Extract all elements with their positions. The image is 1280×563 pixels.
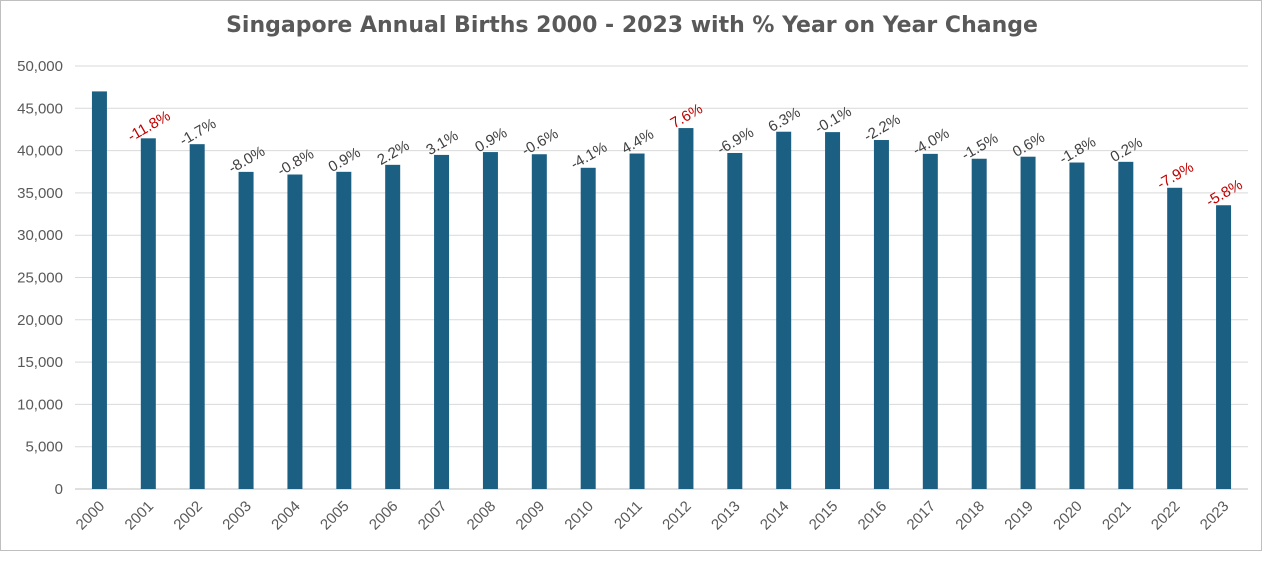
bar-2022 <box>1167 187 1183 490</box>
chart-plot: 0 5,000 10,000 15,000 20,000 25,000 30,000 35,0… <box>17 58 1248 534</box>
x-tick-label: 2018 <box>952 498 988 534</box>
bar-2018 <box>971 158 987 490</box>
bars <box>91 91 1232 490</box>
bar-2011 <box>629 153 645 489</box>
bar-2021 <box>1118 161 1134 489</box>
x-tick-label: 2004 <box>268 498 304 534</box>
bar-2003 <box>238 171 254 490</box>
bar-2009 <box>531 154 547 489</box>
bar-2005 <box>336 171 352 489</box>
x-tick-label: 2023 <box>1197 498 1233 534</box>
y-axis-ticks: 0 5,000 10,000 15,000 20,000 25,000 30,000 35,0… <box>17 58 63 498</box>
y-tick-label: 20,000 <box>17 312 63 329</box>
x-tick-label: 2013 <box>708 498 744 534</box>
x-tick-label: 2000 <box>73 498 109 534</box>
x-tick-label: 2021 <box>1099 498 1135 534</box>
bar-2006 <box>385 164 401 489</box>
bar-2014 <box>776 131 792 489</box>
bar-2010 <box>580 167 596 489</box>
data-label-2021: 0.2% <box>1108 134 1146 166</box>
x-tick-label: 2010 <box>561 498 597 534</box>
data-label-2011: 4.4% <box>619 126 657 158</box>
bar-2008 <box>482 152 498 490</box>
data-label-2019: 0.6% <box>1010 129 1048 161</box>
chart-frame: Singapore Annual Births 2000 - 2023 with… <box>0 0 1262 551</box>
bar-2016 <box>873 140 889 489</box>
x-tick-label: 2006 <box>366 498 402 534</box>
bar-2017 <box>922 153 938 489</box>
y-tick-label: 35,000 <box>17 185 63 202</box>
bar-2015 <box>825 132 841 489</box>
y-tick-label: 25,000 <box>17 270 63 287</box>
x-tick-label: 2007 <box>415 498 451 534</box>
y-tick-label: 0 <box>55 481 63 498</box>
x-tick-label: 2016 <box>855 498 891 534</box>
x-tick-label: 2003 <box>219 498 255 534</box>
x-tick-label: 2019 <box>1001 498 1037 534</box>
x-tick-label: 2017 <box>904 498 940 534</box>
bar-2001 <box>140 138 156 490</box>
bar-2020 <box>1069 162 1085 489</box>
x-tick-label: 2005 <box>317 498 353 534</box>
data-label-2005: 0.9% <box>326 144 364 176</box>
bar-2004 <box>287 174 303 489</box>
y-tick-label: 5,000 <box>25 439 63 456</box>
data-label-2006: 2.2% <box>374 137 412 169</box>
x-tick-label: 2015 <box>806 498 842 534</box>
gridlines <box>75 65 1248 490</box>
x-tick-label: 2011 <box>611 498 646 533</box>
y-tick-label: 15,000 <box>17 354 63 371</box>
y-tick-label: 10,000 <box>17 396 63 413</box>
bar-2000 <box>91 91 107 489</box>
y-tick-label: 50,000 <box>17 58 63 75</box>
bar-2019 <box>1020 156 1036 490</box>
x-tick-label: 2001 <box>122 498 158 534</box>
x-axis-ticks: 2000 2001 2002 2003 2004 2005 2006 2007 2008 2009… <box>73 498 1233 534</box>
x-tick-label: 2020 <box>1050 498 1086 534</box>
bar-2002 <box>189 144 205 489</box>
data-label-2008: 0.9% <box>472 124 510 156</box>
y-tick-label: 30,000 <box>17 227 63 244</box>
y-tick-label: 45,000 <box>17 100 63 117</box>
data-label-2012: 7.6% <box>668 100 706 132</box>
x-tick-label: 2012 <box>659 498 695 534</box>
y-tick-label: 40,000 <box>17 143 63 160</box>
chart-title: Singapore Annual Births 2000 - 2023 with… <box>226 13 1038 38</box>
x-tick-label: 2022 <box>1148 498 1184 534</box>
x-tick-label: 2008 <box>464 498 500 534</box>
x-tick-label: 2009 <box>513 498 549 534</box>
x-tick-label: 2002 <box>170 498 206 534</box>
bar-2013 <box>727 152 743 489</box>
data-label-2007: 3.1% <box>423 127 461 159</box>
bar-2023 <box>1216 205 1232 489</box>
bar-2012 <box>678 128 694 489</box>
bar-2007 <box>434 154 450 489</box>
x-tick-label: 2014 <box>757 498 793 534</box>
